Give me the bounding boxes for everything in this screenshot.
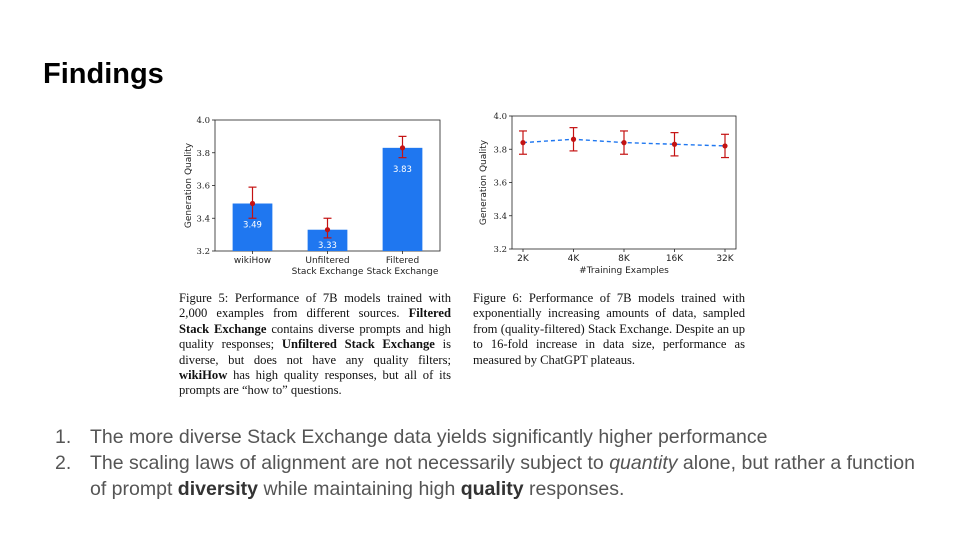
figure5-caption-bold-filtered: Filtered Stack Exchange <box>179 306 451 336</box>
data-point <box>621 140 627 146</box>
data-point <box>570 136 577 142</box>
finding-emphasis-diversity: diversity <box>177 478 259 500</box>
y-tick-label: 3.6 <box>493 179 507 189</box>
figure6-caption-label: Figure 6: <box>473 291 523 305</box>
finding-emphasis-quantity: quantity <box>609 452 678 474</box>
figure5-caption-bold-unfiltered: Unfiltered Stack Exchange <box>281 337 435 352</box>
finding-text: The scaling laws of alignment are not ne… <box>90 450 935 502</box>
y-tick-label: 3.4 <box>196 214 210 224</box>
x-category-label: wikiHow <box>234 256 271 266</box>
data-point <box>399 145 406 151</box>
slide-title: Findings <box>43 58 164 90</box>
x-tick-label: 8K <box>618 254 631 264</box>
figure5-caption-label: Figure 5: <box>179 291 229 305</box>
data-point <box>324 227 331 233</box>
finding-number: 1. <box>55 426 72 448</box>
data-point <box>520 140 526 146</box>
finding-text-part: responses. <box>529 478 625 500</box>
finding-item: 2. The scaling laws of alignment are not… <box>55 450 935 502</box>
y-tick-label: 3.8 <box>493 145 507 155</box>
y-tick-label: 4.0 <box>493 112 507 122</box>
finding-text-part: The scaling laws of alignment are not ne… <box>90 452 604 474</box>
finding-text-part: while maintaining high <box>263 478 456 500</box>
data-point <box>722 143 728 149</box>
y-tick-label: 3.8 <box>196 149 210 159</box>
y-axis-title: Generation Quality <box>479 139 489 225</box>
data-point <box>249 200 256 207</box>
bar-value-label: 3.83 <box>393 165 412 175</box>
x-axis-title: #Training Examples <box>579 266 669 276</box>
x-tick-label: 4K <box>568 254 581 264</box>
y-tick-label: 4.0 <box>196 116 210 126</box>
y-axis-title: Generation Quality <box>184 142 194 228</box>
y-tick-label: 3.2 <box>493 245 507 255</box>
bar <box>382 147 423 251</box>
y-tick-label: 3.6 <box>196 182 210 192</box>
figure5-caption-text: is diverse, but does not have any qualit… <box>179 337 452 367</box>
x-tick-label: 16K <box>666 254 684 264</box>
finding-text: The more diverse Stack Exchange data yie… <box>90 426 768 448</box>
finding-text-part: alone, but rather a function of prompt <box>90 452 915 500</box>
x-tick-label: 32K <box>716 254 734 264</box>
x-category-label: Stack Exchange <box>367 267 439 277</box>
figure6-caption-text: Performance of 7B models trained with ex… <box>473 291 746 367</box>
x-category-label: Filtered <box>386 256 419 266</box>
finding-item: 1. The more diverse Stack Exchange data … <box>55 424 935 450</box>
bar-value-label: 3.33 <box>318 241 337 251</box>
figure5-caption-text: has high quality responses, but all of i… <box>179 368 451 398</box>
figure6-caption: Figure 6: Performance of 7B models train… <box>473 291 745 368</box>
figure5-caption-text: Performance of 7B models trained with 2,… <box>179 291 452 321</box>
finding-number: 2. <box>55 452 72 474</box>
data-point <box>671 141 678 147</box>
bar-value-label: 3.49 <box>243 221 262 231</box>
figure5-caption: Figure 5: Performance of 7B models train… <box>179 291 451 399</box>
y-tick-label: 3.4 <box>493 212 507 222</box>
findings-list: 1. The more diverse Stack Exchange data … <box>55 424 935 502</box>
figure5-bar-chart: 3.2 3.4 3.6 3.8 4.0 Generation Quality 3.49 wik… <box>184 116 441 277</box>
figure5-caption-bold-wikihow: wikiHow <box>179 368 228 383</box>
y-tick-label: 3.2 <box>196 247 210 257</box>
figure6-line-chart: 3.2 3.4 3.6 3.8 4.0 Generation Quality 2K 4K 8K 1… <box>479 112 737 276</box>
x-category-label: Unfiltered <box>305 256 349 266</box>
x-tick-label: 2K <box>517 254 530 264</box>
x-category-label: Stack Exchange <box>292 267 364 277</box>
figure5-caption-text: contains diverse prompts and high qualit… <box>179 321 451 352</box>
bar <box>307 229 348 251</box>
finding-emphasis-quality: quality <box>460 478 524 500</box>
